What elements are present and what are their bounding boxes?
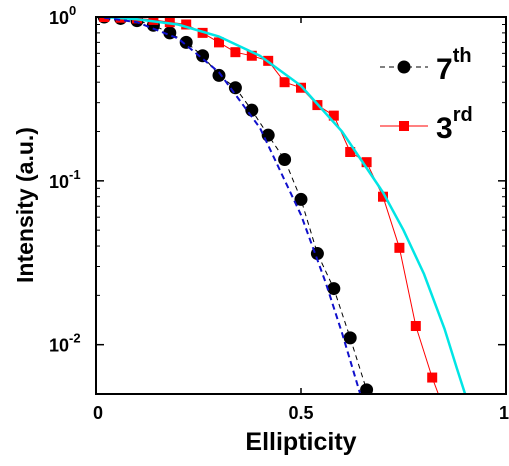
series-7th-point <box>327 282 341 296</box>
series-3rd-point <box>394 242 405 253</box>
series-3rd-point <box>345 146 356 157</box>
series-3rd-point <box>427 372 438 383</box>
legend-marker <box>397 60 411 74</box>
series-3rd-point <box>164 17 175 28</box>
series-3rd-point <box>99 17 110 22</box>
series-3rd-point <box>246 50 257 61</box>
legend-label: 7th <box>436 45 472 86</box>
legend-label-superscript: rd <box>453 104 473 126</box>
series-7th-point <box>261 128 275 142</box>
series-7th-point <box>377 434 390 447</box>
series-3rd-point <box>460 454 470 464</box>
x-tick-label: 1 <box>499 403 509 423</box>
series-3rd-point <box>444 416 454 426</box>
y-tick-label: 100 <box>49 3 76 28</box>
legend-label: 3rd <box>436 104 473 145</box>
series-7th-point <box>228 81 242 95</box>
series-7th-point <box>196 49 210 63</box>
series-7th-point <box>294 192 308 206</box>
series-7th-point <box>212 68 226 82</box>
series-7th-point <box>360 383 374 394</box>
y-tick-exponent: -2 <box>69 331 81 346</box>
y-tick-label: 10-1 <box>49 167 81 192</box>
series-7th-point <box>278 152 292 166</box>
series-3rd-point <box>378 191 388 202</box>
series-3rd-point <box>181 19 192 30</box>
series-7th-point <box>343 331 357 345</box>
y-tick-exponent: -1 <box>69 167 81 182</box>
x-tick-label: 0 <box>93 403 103 423</box>
legend-marker <box>399 121 409 131</box>
x-tick-label: 0.5 <box>288 403 313 423</box>
series-curve-4-line <box>104 17 362 394</box>
series-3rd-point <box>230 47 241 58</box>
legend-label-superscript: th <box>453 45 472 67</box>
series-3rd-point <box>279 77 290 88</box>
series-7th-point <box>245 103 259 117</box>
y-tick-label: 10-2 <box>49 331 81 356</box>
series-3rd-point <box>328 110 339 121</box>
x-axis-label: Ellipticity <box>245 428 356 456</box>
series-3rd-point <box>410 321 421 332</box>
series-7th-line <box>104 17 369 394</box>
series-3rd-point <box>296 82 306 93</box>
series-3rd-point <box>361 157 372 168</box>
series-layer <box>97 17 470 464</box>
series-7th-point <box>179 35 193 49</box>
y-axis-label: Intensity (a.u.) <box>12 127 38 283</box>
series-3rd-point <box>115 17 126 23</box>
y-tick-exponent: 0 <box>69 3 76 18</box>
legend: 7th 3rd <box>380 45 473 145</box>
series-3rd-point <box>214 37 224 48</box>
series-curve-3-line <box>104 17 467 394</box>
